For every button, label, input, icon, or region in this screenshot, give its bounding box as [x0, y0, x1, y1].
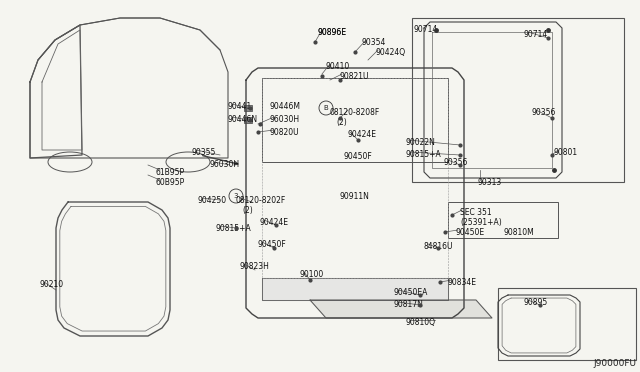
Text: 90450E: 90450E [456, 228, 485, 237]
Text: 90424Q: 90424Q [375, 48, 405, 57]
Text: 84816U: 84816U [424, 242, 454, 251]
Text: 90446N: 90446N [228, 115, 258, 124]
Text: 90446M: 90446M [270, 102, 301, 111]
Text: 90354: 90354 [362, 38, 387, 47]
Text: 90817N: 90817N [394, 300, 424, 309]
Text: 90356: 90356 [532, 108, 556, 117]
Text: 90410: 90410 [326, 62, 350, 71]
Text: 90820U: 90820U [270, 128, 300, 137]
Bar [498, 288, 636, 360]
Text: 90313: 90313 [478, 178, 502, 187]
Text: 90815+A: 90815+A [216, 224, 252, 233]
Text: 60B95P: 60B95P [156, 178, 185, 187]
Text: 90450EA: 90450EA [394, 288, 428, 297]
Text: 90714: 90714 [524, 30, 548, 39]
Text: 90356: 90356 [444, 158, 468, 167]
Text: 90821U: 90821U [340, 72, 369, 81]
Text: 90810M: 90810M [504, 228, 535, 237]
Text: 90810Q: 90810Q [406, 318, 436, 327]
Text: (2): (2) [336, 118, 347, 127]
Text: 08120-8202F: 08120-8202F [236, 196, 286, 205]
Text: 96030H: 96030H [210, 160, 240, 169]
Text: 90896E: 90896E [318, 28, 347, 37]
Text: 90834E: 90834E [448, 278, 477, 287]
Text: 90911N: 90911N [340, 192, 370, 201]
Text: (25391+A): (25391+A) [460, 218, 502, 227]
Text: J90000FU: J90000FU [593, 359, 636, 368]
Text: 90896E: 90896E [318, 28, 347, 37]
Text: 90100: 90100 [300, 270, 324, 279]
Text: 90441: 90441 [228, 102, 252, 111]
Text: 90210: 90210 [40, 280, 64, 289]
Text: 08120-8208F: 08120-8208F [330, 108, 380, 117]
Text: 90815+A: 90815+A [406, 150, 442, 159]
Text: SEC 351: SEC 351 [460, 208, 492, 217]
Text: 90801: 90801 [554, 148, 578, 157]
Text: 904250: 904250 [198, 196, 227, 205]
Text: 3: 3 [234, 193, 238, 199]
Text: 90424E: 90424E [348, 130, 377, 139]
Text: 96030H: 96030H [270, 115, 300, 124]
Text: 90022N: 90022N [406, 138, 436, 147]
Text: 90895: 90895 [524, 298, 548, 307]
Text: 90424E: 90424E [260, 218, 289, 227]
Text: 90355: 90355 [192, 148, 216, 157]
Bar [244, 117, 252, 123]
Bar [412, 18, 624, 182]
Text: B: B [324, 105, 328, 111]
Text: 90450F: 90450F [258, 240, 287, 249]
Text: 61B95P: 61B95P [156, 168, 185, 177]
Text: 90450F: 90450F [344, 152, 372, 161]
Bar [244, 105, 252, 111]
Text: 90714: 90714 [414, 25, 438, 34]
Polygon shape [310, 300, 492, 318]
Text: 90823H: 90823H [240, 262, 270, 271]
Bar [448, 202, 558, 238]
Polygon shape [262, 278, 448, 300]
Text: (2): (2) [242, 206, 253, 215]
